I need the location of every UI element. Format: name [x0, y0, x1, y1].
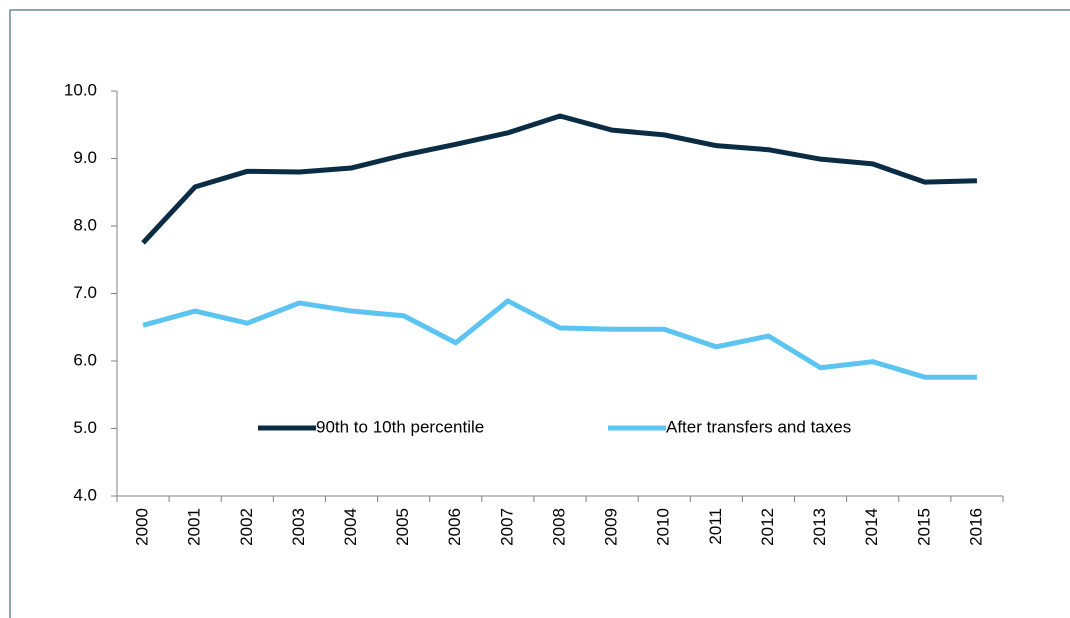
x-tick-label: 2007	[497, 508, 516, 546]
x-tick-label: 2008	[549, 508, 568, 546]
x-tick-label: 2002	[237, 508, 256, 546]
x-tick-label: 2000	[133, 508, 152, 546]
x-tick-label: 2004	[341, 508, 360, 546]
y-tick-label: 10.0	[64, 80, 97, 99]
x-tick-label: 2015	[914, 508, 933, 546]
x-tick-label: 2001	[185, 508, 204, 546]
legend-label: After transfers and taxes	[666, 417, 851, 436]
line-series	[142, 298, 977, 380]
x-tick-label: 2006	[445, 508, 464, 546]
x-tick-label: 2014	[862, 508, 881, 546]
x-tick-label: 2010	[654, 508, 673, 546]
x-tick-label: 2016	[966, 508, 985, 546]
x-tick-label: 2003	[289, 508, 308, 546]
x-tick-label: 2009	[602, 508, 621, 546]
x-tick-label: 2011	[706, 508, 725, 545]
y-tick-label: 5.0	[73, 418, 97, 437]
y-tick-label: 8.0	[73, 215, 97, 234]
y-tick-label: 7.0	[73, 283, 97, 302]
line-series	[141, 113, 978, 245]
y-tick-label: 9.0	[73, 148, 97, 167]
y-tick-label: 4.0	[73, 485, 97, 504]
x-tick-label: 2013	[810, 508, 829, 546]
x-tick-label: 2005	[393, 508, 412, 546]
x-tick-label: 2012	[758, 508, 777, 546]
legend-label: 90th to 10th percentile	[316, 417, 484, 436]
y-tick-label: 6.0	[73, 350, 97, 369]
